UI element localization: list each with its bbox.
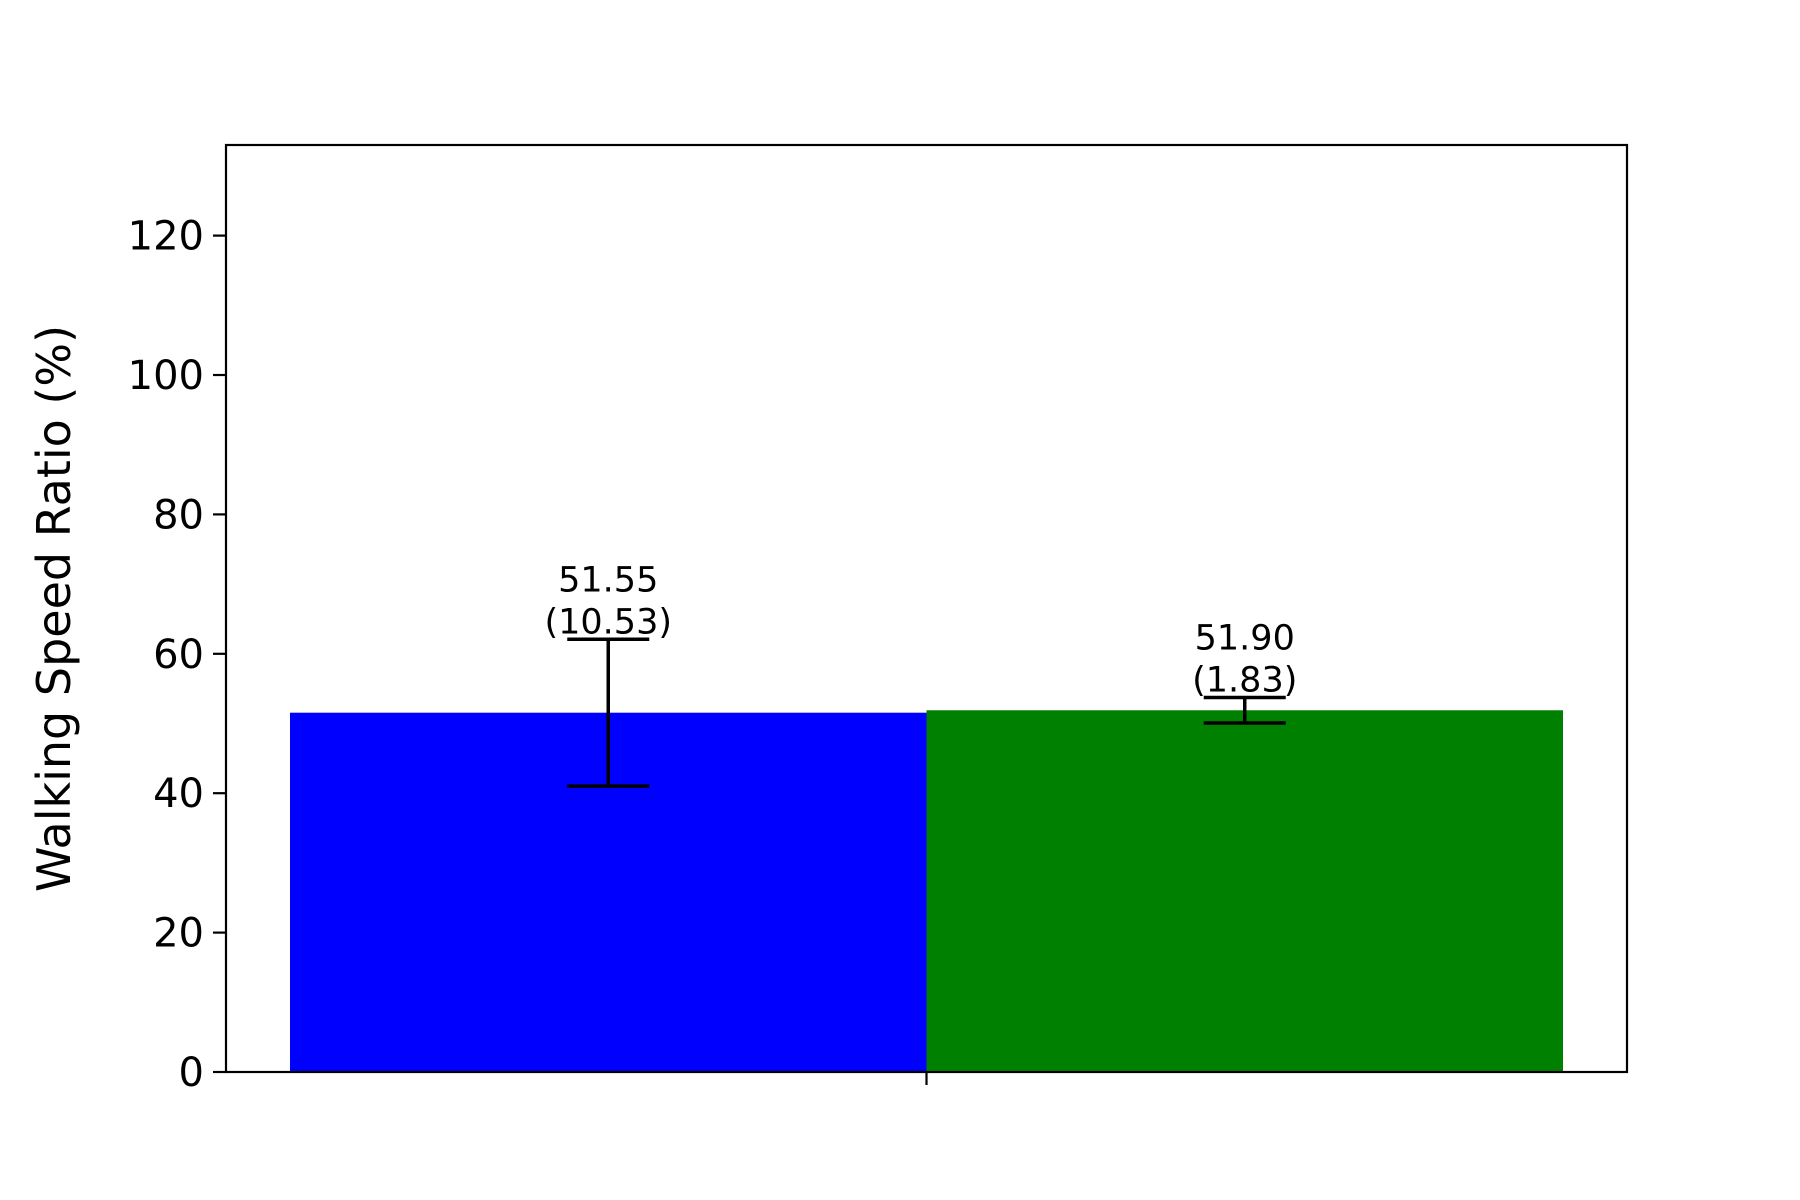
y-tick-label: 0 [179, 1050, 204, 1096]
y-tick-label: 40 [153, 771, 204, 817]
bar-2 [926, 710, 1563, 1072]
y-tick-label: 120 [128, 214, 204, 260]
y-axis-label: Walking Speed Ratio (%) [27, 325, 81, 892]
y-tick-label: 100 [128, 353, 204, 399]
data-label-value-1: 51.55 [558, 560, 658, 600]
data-label-error-1: (10.53) [544, 602, 672, 642]
y-tick-label: 80 [153, 492, 204, 538]
data-label-error-2: (1.83) [1192, 661, 1297, 701]
data-label-value-2: 51.90 [1195, 619, 1295, 659]
y-tick-label: 60 [153, 632, 204, 678]
y-tick-label: 20 [153, 911, 204, 957]
